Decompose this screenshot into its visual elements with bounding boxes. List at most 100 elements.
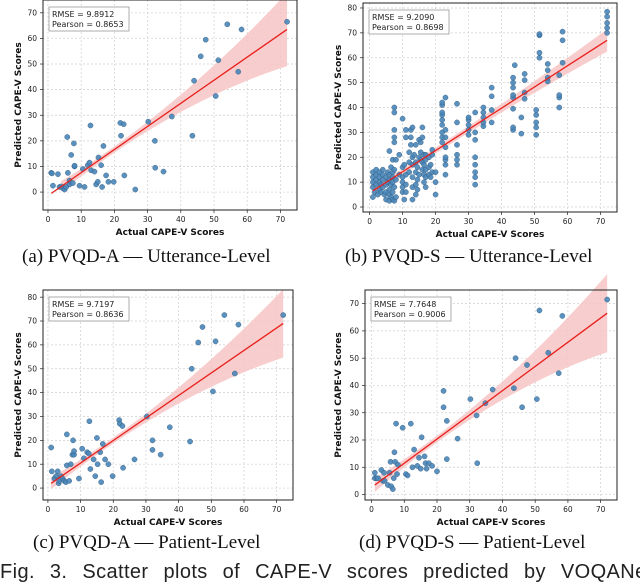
data-point: [109, 473, 116, 479]
x-tick-label: 70: [596, 217, 606, 226]
data-point: [465, 122, 472, 128]
data-point: [414, 176, 421, 183]
data-point: [406, 149, 413, 156]
data-point: [110, 178, 117, 185]
x-tick-label: 50: [530, 217, 540, 226]
data-point: [94, 178, 101, 185]
data-point: [401, 161, 408, 168]
data-point: [212, 338, 219, 345]
data-point: [404, 472, 411, 479]
data-point: [90, 456, 97, 463]
data-point: [152, 138, 158, 144]
x-tick-label: 10: [398, 217, 408, 226]
data-point: [604, 25, 610, 31]
data-point: [454, 141, 460, 148]
data-point: [389, 486, 396, 492]
data-point: [472, 181, 479, 188]
data-point: [199, 324, 206, 330]
x-tick-label: 20: [432, 505, 442, 514]
y-axis-label: Predicted CAPE-V Scores: [14, 42, 24, 167]
data-point: [544, 61, 551, 67]
data-point: [100, 143, 107, 149]
y-tick-label: 30: [27, 412, 37, 421]
data-point: [465, 132, 472, 138]
y-tick-label: 40: [347, 103, 357, 112]
data-point: [86, 159, 93, 166]
data-point: [417, 139, 424, 146]
data-point: [489, 386, 496, 393]
data-point: [86, 418, 93, 425]
data-point: [556, 104, 563, 111]
data-point: [510, 84, 516, 91]
data-point: [533, 112, 540, 118]
data-point: [473, 412, 480, 419]
data-point: [411, 151, 417, 158]
data-point: [202, 36, 209, 43]
data-point: [604, 20, 610, 26]
y-tick-label: 70: [347, 28, 357, 37]
x-tick-label: 0: [46, 215, 51, 224]
data-point: [510, 79, 516, 86]
data-point: [472, 161, 479, 168]
data-point: [210, 388, 216, 395]
data-point: [157, 451, 164, 458]
figure-caption: Fig. 3. Scatter plots of CAPE-V scores p…: [0, 561, 640, 583]
data-point: [419, 134, 426, 141]
y-tick-label: 30: [349, 408, 359, 417]
y-tick-label: 10: [27, 460, 37, 469]
data-point: [224, 21, 231, 28]
x-axis-label: Actual CAPE-V Scores: [437, 518, 546, 528]
x-tick-label: 40: [174, 505, 184, 514]
y-tick-label: 50: [347, 78, 357, 87]
data-point: [396, 151, 403, 158]
data-point: [407, 134, 414, 141]
y-axis-label: Predicted CAPE-V Scores: [14, 332, 24, 457]
data-point: [375, 475, 381, 482]
data-point: [421, 161, 427, 168]
data-point: [443, 456, 450, 462]
data-point: [533, 396, 540, 402]
x-tick-label: 60: [563, 505, 573, 514]
data-point: [68, 152, 75, 158]
data-point: [422, 184, 429, 190]
data-point: [454, 435, 461, 442]
data-point: [66, 478, 72, 484]
y-tick-label: 70: [27, 317, 37, 326]
data-point: [168, 113, 175, 120]
data-point: [235, 321, 242, 328]
data-point: [406, 169, 413, 176]
data-point: [121, 172, 128, 179]
y-tick-label: 10: [27, 162, 37, 171]
data-point: [521, 95, 528, 102]
data-point: [394, 471, 400, 477]
data-point: [416, 454, 422, 461]
data-point: [407, 420, 414, 427]
data-point: [81, 184, 88, 190]
data-point: [518, 114, 525, 121]
data-point: [379, 166, 386, 173]
data-point: [94, 435, 100, 441]
y-tick-label: 20: [347, 153, 357, 162]
data-point: [48, 468, 55, 475]
data-point: [118, 132, 124, 139]
y-tick-label: 50: [27, 364, 37, 373]
data-point: [70, 437, 76, 444]
data-point: [98, 479, 105, 485]
x-axis-label: Actual CAPE-V Scores: [116, 228, 225, 238]
data-point: [480, 104, 487, 111]
data-point: [391, 449, 398, 456]
data-point: [102, 456, 108, 463]
data-point: [412, 191, 419, 198]
data-point: [391, 184, 398, 190]
data-point: [536, 54, 543, 61]
data-point: [604, 13, 610, 20]
data-point: [533, 119, 540, 126]
data-point: [511, 385, 517, 392]
data-point: [393, 156, 399, 163]
data-point: [55, 171, 61, 177]
data-point: [423, 465, 430, 472]
data-point: [480, 109, 487, 116]
data-point: [235, 68, 242, 75]
data-point: [71, 162, 78, 169]
data-point: [518, 130, 525, 137]
